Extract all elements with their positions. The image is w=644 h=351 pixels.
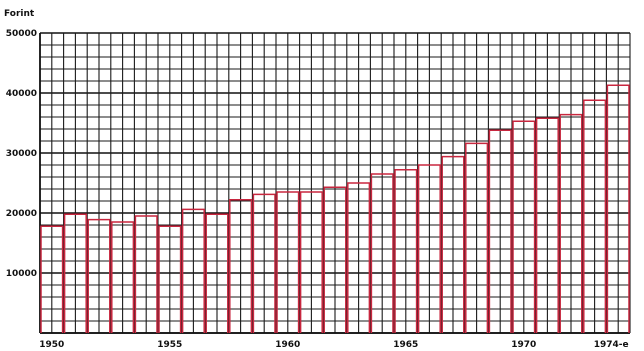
bar-1960 (276, 191, 300, 333)
bar-1950 (40, 225, 64, 333)
chart-grid (39, 32, 631, 334)
y-axis-ticks: 10000 20000 30000 40000 50000 (6, 29, 37, 279)
x-tick-label: 1974-e (594, 340, 629, 350)
x-tick-label: 1960 (275, 340, 300, 350)
bar-1965 (394, 169, 418, 333)
bar-1958 (229, 199, 253, 333)
bar-1967 (441, 155, 465, 333)
bar-1972 (559, 113, 583, 333)
bar-1961 (299, 191, 323, 333)
bar-1964 (370, 173, 394, 333)
y-tick-label: 30000 (6, 149, 37, 159)
bar-1971 (535, 117, 559, 333)
bar-1973 (583, 99, 607, 333)
bar-1970 (512, 120, 536, 333)
bar-1974 (606, 84, 630, 333)
x-tick-label: 1950 (39, 340, 64, 350)
x-tick-label: 1965 (393, 340, 418, 350)
bar-1955 (158, 225, 182, 333)
bar-1959 (252, 193, 276, 333)
bar-1962 (323, 186, 347, 333)
y-tick-label: 50000 (6, 29, 37, 39)
bar-1953 (111, 221, 135, 333)
y-tick-label: 10000 (6, 269, 37, 279)
x-axis-ticks: 1950 1955 1960 1965 1970 1974-e (39, 340, 628, 350)
bar-series (40, 84, 630, 333)
y-tick-label: 40000 (6, 89, 37, 99)
y-tick-label: 20000 (6, 209, 37, 219)
bar-1951 (63, 213, 87, 333)
bar-1957 (205, 213, 229, 333)
bar-1954 (134, 215, 158, 333)
bar-1968 (465, 142, 489, 333)
y-axis-unit-label: Forint (4, 9, 35, 19)
bar-1952 (87, 218, 111, 333)
x-tick-label: 1955 (157, 340, 182, 350)
bar-1966 (417, 164, 441, 333)
x-tick-label: 1970 (511, 340, 536, 350)
bar-1963 (347, 182, 371, 333)
bar-1956 (181, 208, 205, 333)
bar-1969 (488, 129, 512, 333)
